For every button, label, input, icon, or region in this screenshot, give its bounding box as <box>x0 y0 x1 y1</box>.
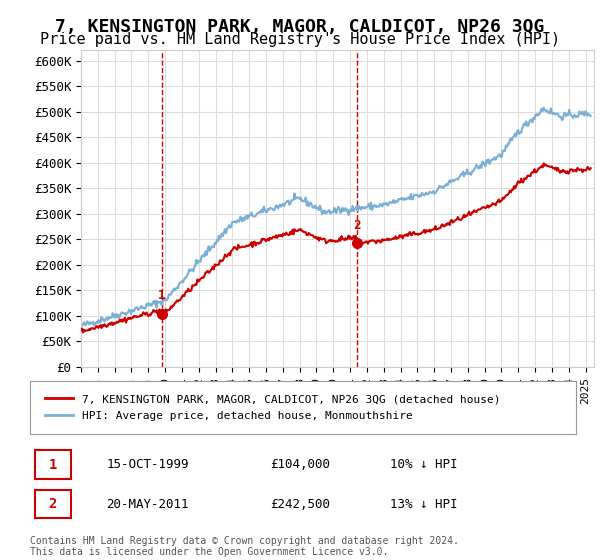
Legend: 7, KENSINGTON PARK, MAGOR, CALDICOT, NP26 3QG (detached house), HPI: Average pri: 7, KENSINGTON PARK, MAGOR, CALDICOT, NP2… <box>41 389 505 426</box>
Text: 2: 2 <box>49 497 57 511</box>
Text: £104,000: £104,000 <box>270 458 330 471</box>
Text: 10% ↓ HPI: 10% ↓ HPI <box>391 458 458 471</box>
Text: £242,500: £242,500 <box>270 498 330 511</box>
Text: 15-OCT-1999: 15-OCT-1999 <box>106 458 189 471</box>
FancyBboxPatch shape <box>35 450 71 479</box>
Text: 20-MAY-2011: 20-MAY-2011 <box>106 498 189 511</box>
Text: 7, KENSINGTON PARK, MAGOR, CALDICOT, NP26 3QG: 7, KENSINGTON PARK, MAGOR, CALDICOT, NP2… <box>55 18 545 36</box>
Text: 13% ↓ HPI: 13% ↓ HPI <box>391 498 458 511</box>
FancyBboxPatch shape <box>35 490 71 519</box>
Text: Price paid vs. HM Land Registry's House Price Index (HPI): Price paid vs. HM Land Registry's House … <box>40 32 560 47</box>
Text: 1: 1 <box>49 458 57 472</box>
Text: Contains HM Land Registry data © Crown copyright and database right 2024.
This d: Contains HM Land Registry data © Crown c… <box>30 535 459 557</box>
Text: 1: 1 <box>158 290 166 302</box>
Text: 2: 2 <box>353 219 360 232</box>
